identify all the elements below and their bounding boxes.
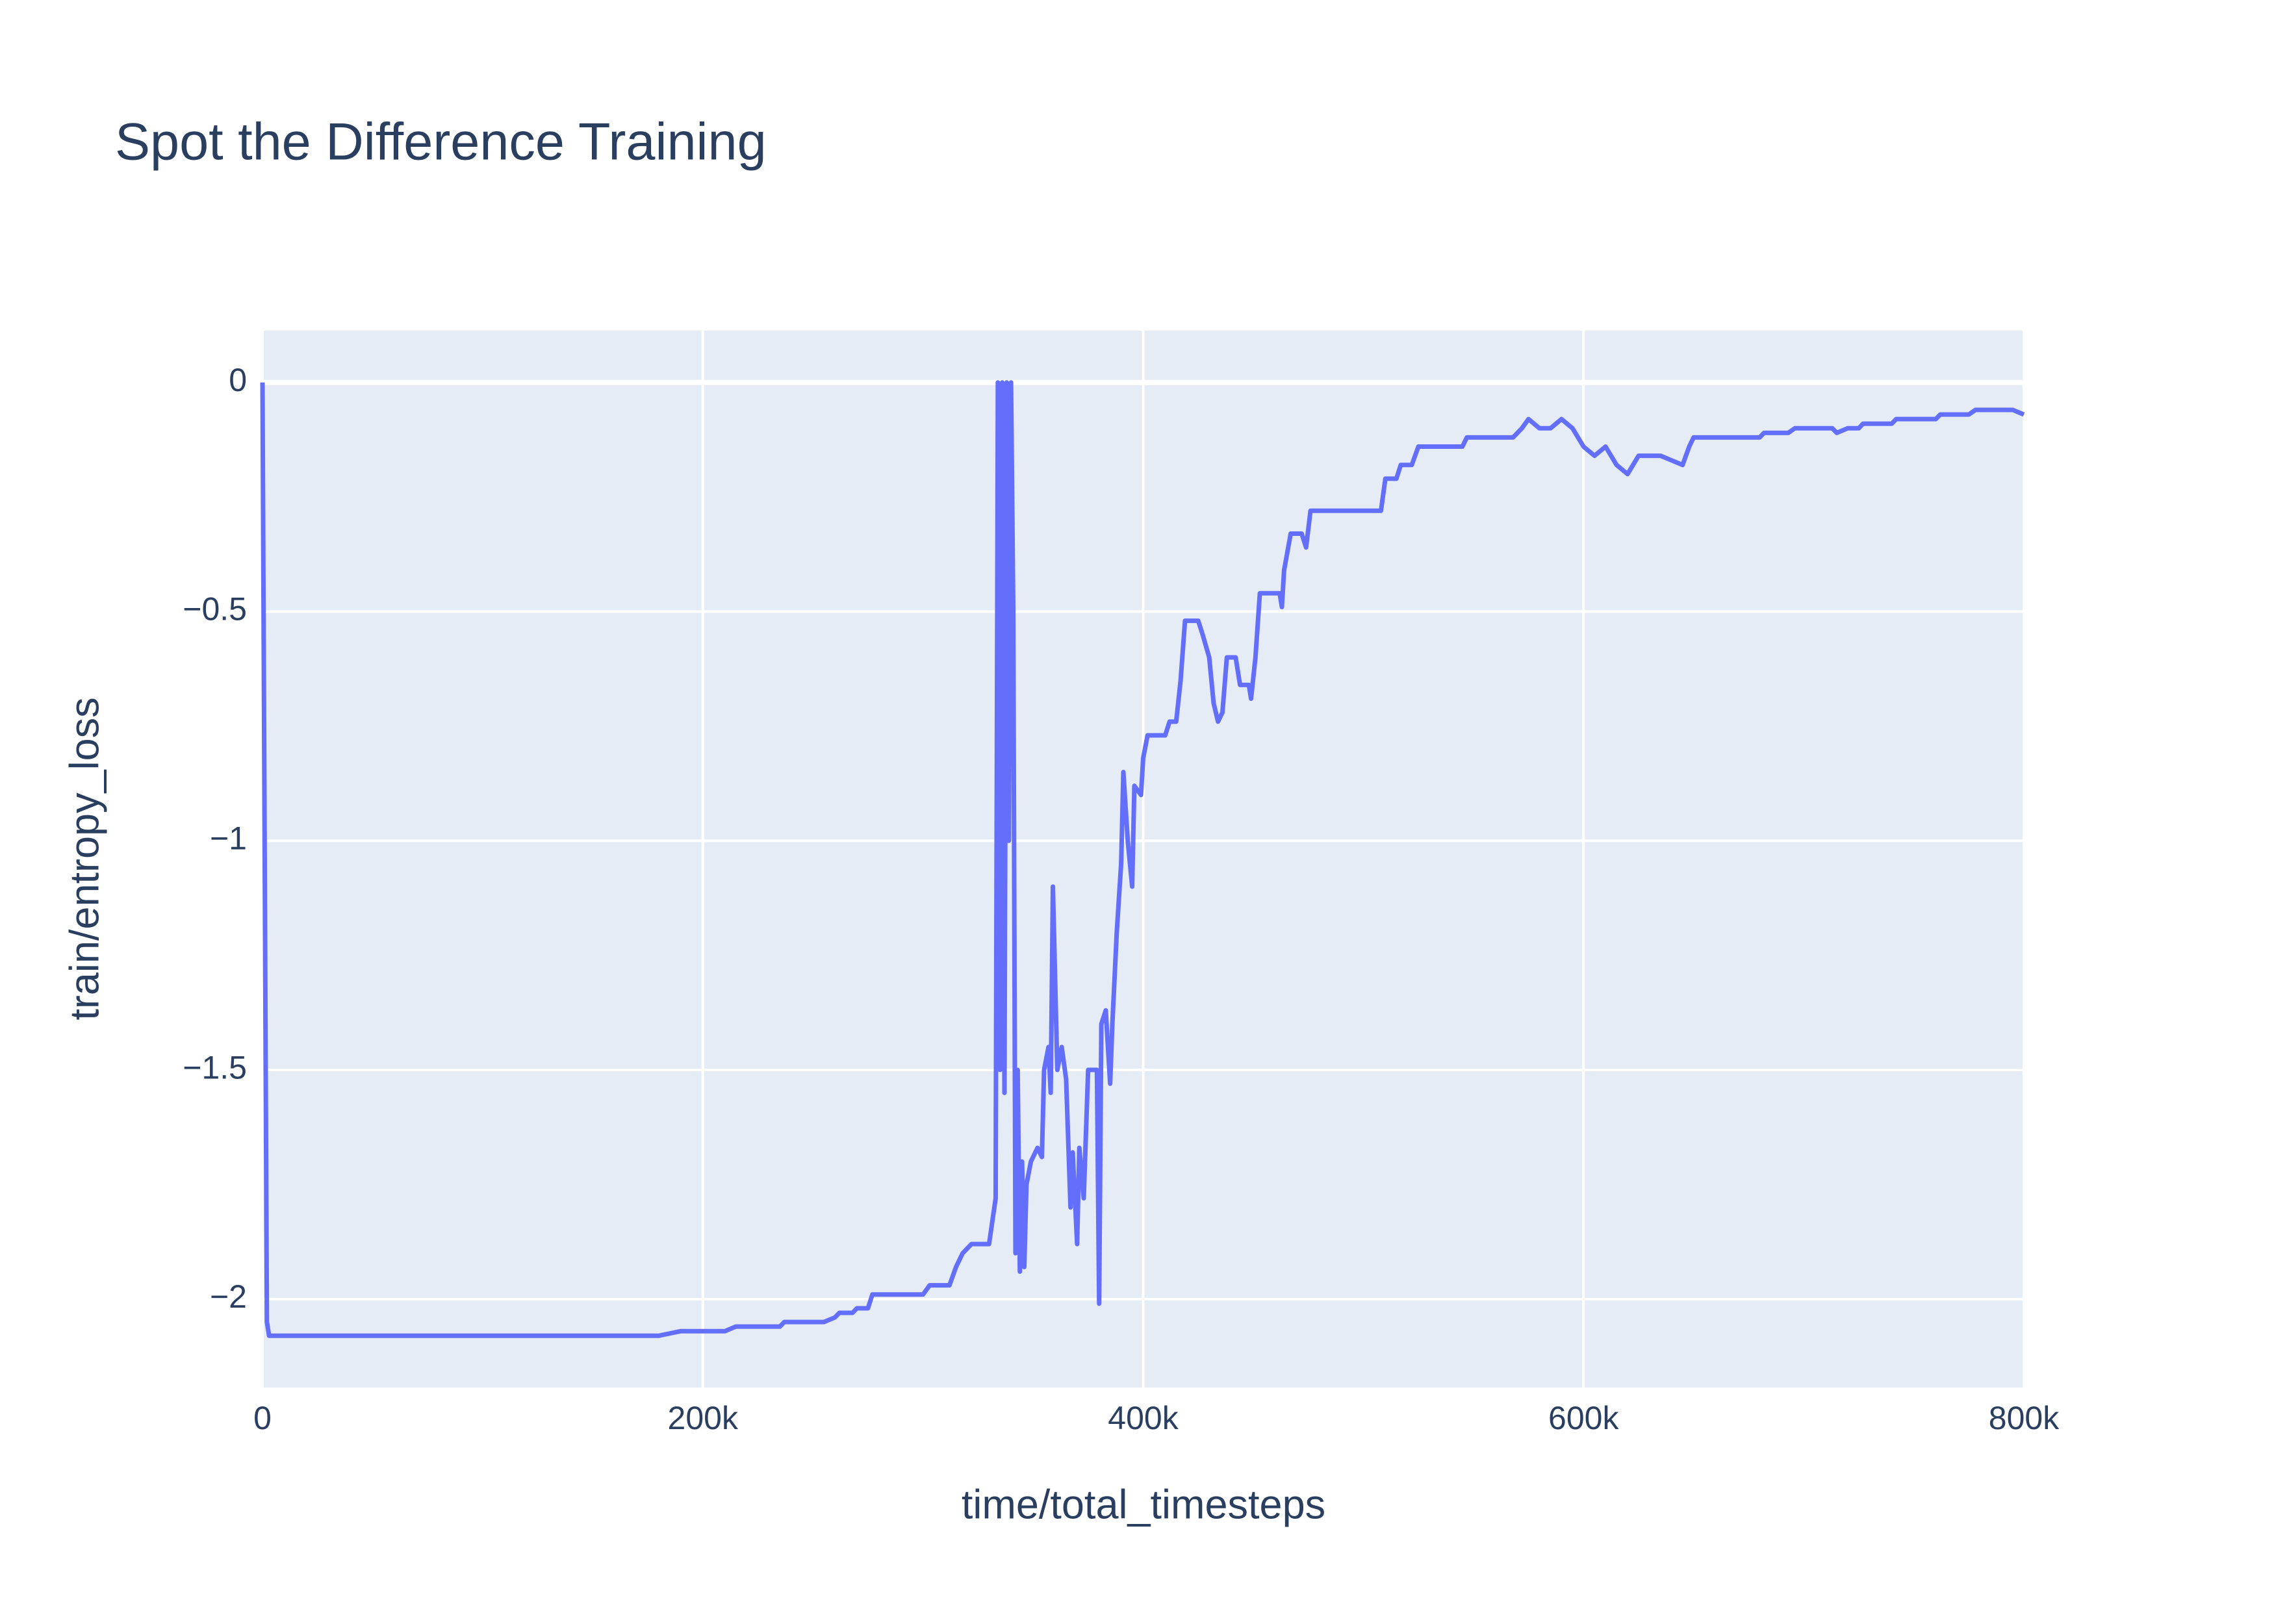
chart-title: Spot the Difference Training — [115, 112, 767, 171]
y-tick-label: 0 — [229, 362, 247, 398]
x-tick-label: 800k — [1989, 1400, 2060, 1436]
y-tick-label: −1.5 — [183, 1049, 247, 1085]
x-tick-label: 400k — [1108, 1400, 1179, 1436]
y-tick-label: −0.5 — [183, 591, 247, 628]
x-tick-label: 200k — [668, 1400, 739, 1436]
y-tick-label: −2 — [210, 1278, 247, 1315]
y-tick-label: −1 — [210, 820, 247, 856]
x-tick-label: 0 — [253, 1400, 272, 1436]
x-axis-label: time/total_timesteps — [962, 1482, 1325, 1528]
line — [260, 380, 2025, 1338]
y-axis-label: train/entropy_loss — [62, 697, 108, 1020]
x-tick-label: 600k — [1548, 1400, 1619, 1436]
